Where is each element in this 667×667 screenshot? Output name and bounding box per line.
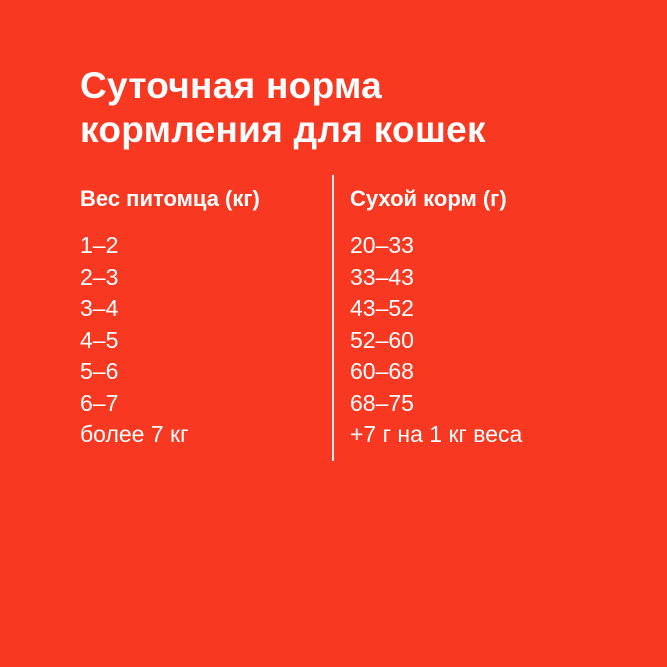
weight-column: Вес питомца (кг) 1–2 2–3 3–4 4–5 5–6 6–7… bbox=[80, 184, 260, 451]
weight-cell: 1–2 bbox=[80, 232, 119, 258]
weight-cell: 6–7 bbox=[80, 389, 119, 416]
weight-cell: более 7 кг bbox=[80, 421, 189, 447]
title-line-1: Суточная норма bbox=[80, 65, 383, 106]
column-divider bbox=[332, 175, 334, 461]
weight-header: Вес питомца (кг) bbox=[80, 186, 260, 211]
dry-food-cell: 33–43 bbox=[350, 263, 414, 290]
dry-food-cell: 43–52 bbox=[350, 295, 414, 321]
dry-food-cell: 60–68 bbox=[350, 358, 414, 384]
page-title: Суточная норма кормления для кошек bbox=[80, 64, 486, 152]
weight-cell: 5–6 bbox=[80, 358, 119, 384]
weight-cell: 4–5 bbox=[80, 326, 119, 353]
dry-food-header: Сухой корм (г) bbox=[350, 186, 507, 211]
weight-cell: 3–4 bbox=[80, 295, 119, 321]
dry-food-cell: 20–33 bbox=[350, 232, 414, 258]
weight-cell: 2–3 bbox=[80, 263, 119, 290]
title-line-2: кормления для кошек bbox=[80, 109, 486, 150]
dry-food-column: Сухой корм (г) 20–33 33–43 43–52 52–60 6… bbox=[350, 184, 522, 451]
dry-food-cell: 52–60 bbox=[350, 326, 414, 353]
dry-food-cell: +7 г на 1 кг веса bbox=[350, 421, 523, 447]
dry-food-cell: 68–75 bbox=[350, 389, 414, 416]
